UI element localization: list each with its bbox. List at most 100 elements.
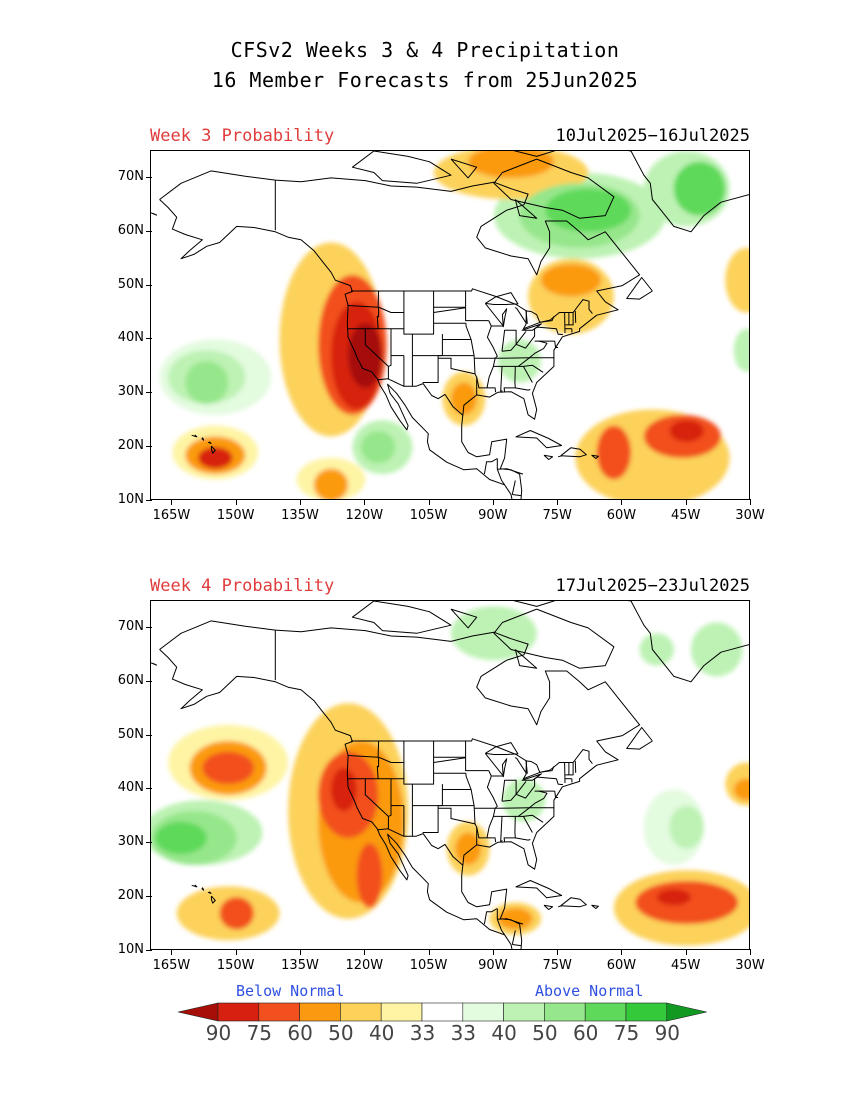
- lat-tick-mark: [146, 392, 152, 394]
- title-line-1: CFSv2 Weeks 3 & 4 Precipitation: [230, 38, 620, 62]
- boundary-line: [500, 840, 503, 843]
- lon-tick-mark: [685, 949, 687, 955]
- boundary-line: [565, 762, 574, 776]
- lat-tick-label: 70N: [117, 168, 144, 184]
- boundary-line: [388, 328, 392, 367]
- boundary-line: [376, 757, 380, 779]
- lon-tick-label: 60W: [606, 508, 637, 523]
- prob-region-b60: [202, 751, 254, 785]
- boundary-line: [522, 366, 533, 383]
- lon-tick-label: 120W: [345, 508, 384, 523]
- lon-tick-mark: [621, 499, 623, 505]
- boundary-line: [493, 357, 555, 367]
- lon-tick-label: 45W: [671, 508, 701, 523]
- prob-region-a40: [733, 328, 749, 372]
- prob-region-b75: [331, 767, 357, 811]
- legend-above-normal: Above Normal: [535, 982, 644, 1000]
- boundary-line: [534, 326, 563, 336]
- lat-tick-mark: [146, 446, 152, 448]
- legend-number: 90: [654, 1021, 681, 1045]
- prob-region-a40: [502, 778, 546, 822]
- boundary-line: [496, 919, 506, 936]
- boundary-line: [627, 601, 749, 683]
- lon-tick-label: 105W: [409, 958, 448, 973]
- boundary-line: [500, 366, 503, 392]
- lat-tick-label: 20N: [117, 438, 144, 454]
- prob-region-b50: [313, 468, 349, 499]
- boundary-line: [388, 778, 392, 817]
- legend-number: 40: [368, 1021, 395, 1045]
- boundary-line: [495, 357, 530, 359]
- coastlines: [151, 151, 749, 499]
- prob-region-a50: [361, 431, 396, 464]
- prob-region-a60: [155, 821, 207, 855]
- lon-tick-label: 75W: [542, 508, 572, 523]
- lon-tick-label: 165W: [152, 508, 191, 523]
- boundary-line: [560, 447, 587, 458]
- prob-region-b50: [455, 832, 481, 865]
- lon-tick-mark: [750, 499, 751, 505]
- boundary-line: [554, 791, 559, 798]
- lon-tick-mark: [235, 949, 237, 955]
- legend-swatch-a50: [544, 1002, 586, 1022]
- boundary-line: [465, 291, 489, 322]
- boundary-line: [483, 458, 498, 475]
- lat-tick-label: 10N: [117, 492, 144, 507]
- legend-swatch-b33: [380, 1002, 423, 1022]
- boundary-line: [484, 303, 504, 327]
- prob-region-a60: [545, 188, 631, 232]
- legend-swatch-a75: [625, 1002, 668, 1022]
- boundary-line: [191, 434, 198, 438]
- legend-number: 40: [491, 1021, 517, 1045]
- boundary-line: [503, 816, 516, 842]
- legend-number: 75: [246, 1021, 273, 1045]
- boundary-line: [515, 387, 531, 391]
- lat-tick-label: 60N: [117, 222, 144, 238]
- boundary-line: [210, 445, 216, 454]
- boundary-line: [433, 757, 466, 763]
- lat-tick-label: 50N: [117, 276, 144, 292]
- boundary-line: [364, 328, 389, 379]
- coastlines: [151, 601, 749, 949]
- legend-swatch-a33: [462, 1002, 504, 1022]
- boundary-line: [159, 620, 641, 949]
- boundary-line: [518, 814, 544, 823]
- boundary-line: [465, 741, 489, 772]
- lon-tick-mark: [492, 499, 494, 505]
- lon-tick-mark: [621, 949, 623, 955]
- prob-region-b60: [635, 881, 739, 925]
- prob-region-b50: [498, 907, 533, 930]
- boundary-line: [364, 778, 389, 829]
- boundary-line: [543, 904, 554, 910]
- lon-tick-mark: [685, 499, 687, 505]
- map-canvas: [151, 151, 749, 499]
- prob-region-b60: [596, 425, 631, 480]
- boundary-line: [591, 904, 599, 909]
- legend-arrow-above: [666, 1002, 707, 1022]
- boundary-line: [627, 151, 749, 233]
- boundary-line: [159, 170, 641, 499]
- prob-region-a50: [185, 361, 229, 405]
- lat-tick-label: 20N: [117, 888, 144, 904]
- boundary-line: [496, 469, 506, 486]
- lon-tick-mark: [428, 949, 430, 955]
- boundary-line: [512, 944, 521, 947]
- prob-region-a60: [673, 161, 726, 216]
- lon-tick-mark: [235, 499, 237, 505]
- prob-region-a40: [669, 805, 704, 849]
- prob-region-b50: [541, 264, 601, 297]
- lon-tick-label: 150W: [216, 508, 255, 523]
- boundary-line: [151, 212, 158, 216]
- boundary-line: [514, 649, 538, 669]
- boundary-line: [565, 312, 574, 326]
- map-canvas: [151, 601, 749, 949]
- boundary-line: [351, 601, 452, 634]
- legend-below-normal: Below Normal: [236, 982, 345, 1000]
- boundary-line: [493, 158, 615, 219]
- boundary-line: [501, 328, 536, 352]
- lon-tick-label: 90W: [478, 958, 508, 973]
- lat-tick-mark: [146, 842, 152, 844]
- prob-region-a40: [691, 622, 743, 677]
- lat-tick-label: 60N: [117, 672, 144, 688]
- legend-number: 60: [287, 1021, 313, 1045]
